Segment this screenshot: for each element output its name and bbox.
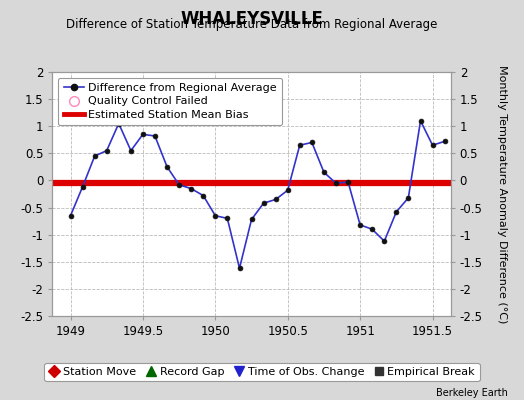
Y-axis label: Monthly Temperature Anomaly Difference (°C): Monthly Temperature Anomaly Difference (… [497, 65, 507, 323]
Text: Difference of Station Temperature Data from Regional Average: Difference of Station Temperature Data f… [66, 18, 437, 31]
Legend: Station Move, Record Gap, Time of Obs. Change, Empirical Break: Station Move, Record Gap, Time of Obs. C… [45, 362, 479, 382]
Legend: Difference from Regional Average, Quality Control Failed, Estimated Station Mean: Difference from Regional Average, Qualit… [58, 78, 282, 125]
Text: Berkeley Earth: Berkeley Earth [436, 388, 508, 398]
Text: WHALEYSVILLE: WHALEYSVILLE [180, 10, 323, 28]
